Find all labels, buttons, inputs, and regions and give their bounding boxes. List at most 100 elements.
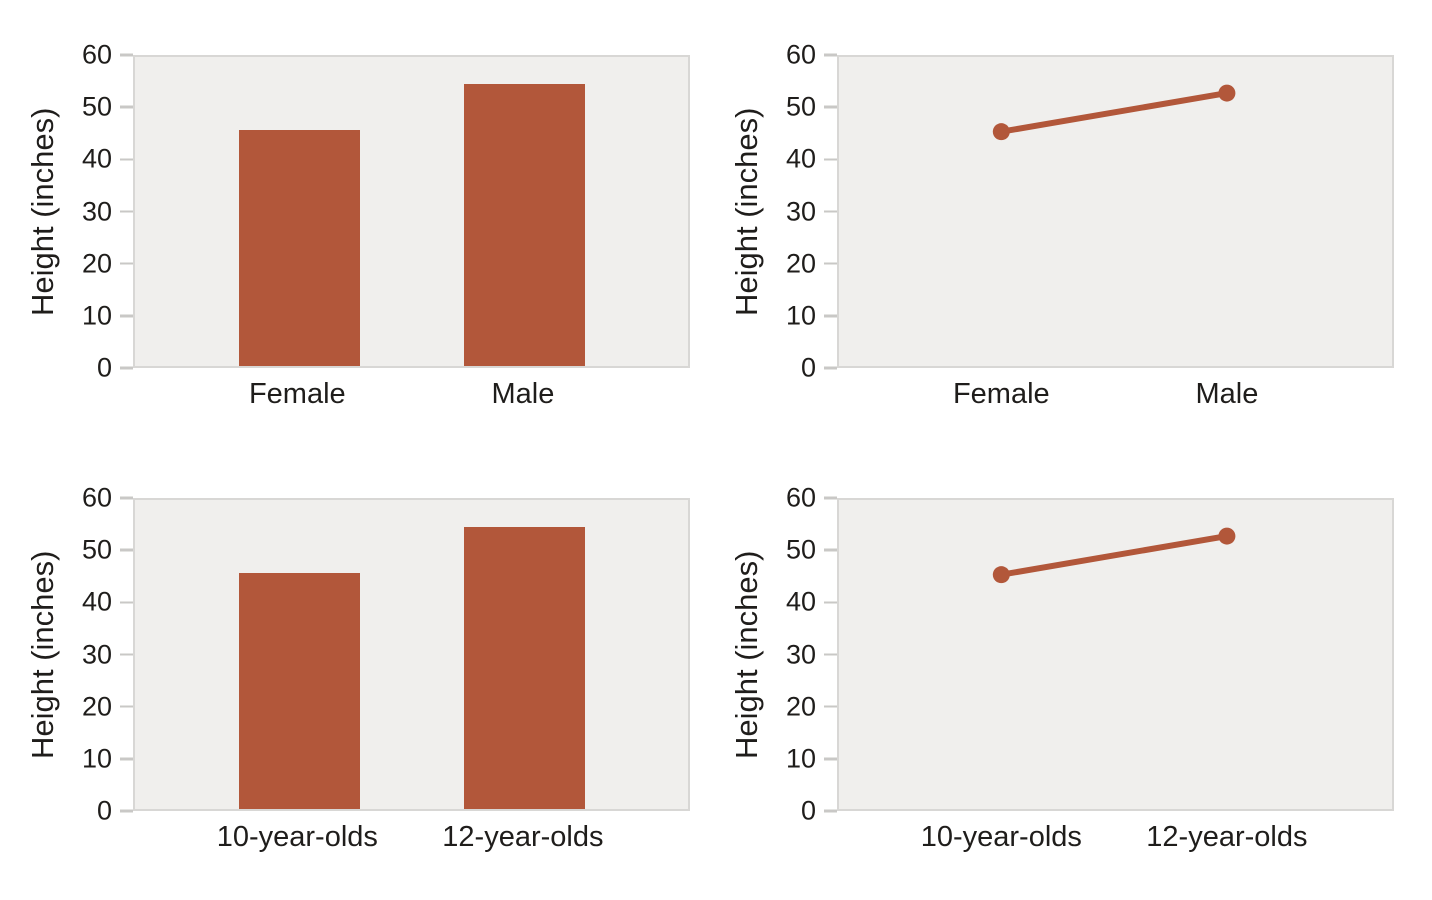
plot-area: [133, 498, 690, 811]
y-tick-mark: [120, 314, 133, 318]
y-tick: 50: [774, 91, 837, 122]
y-tick-mark: [120, 158, 133, 161]
y-tick-mark: [120, 548, 133, 552]
y-tick-label: 50: [785, 91, 816, 122]
bar-chart-age: Height (inches) 0 10 20 30 40 50 60 10-year-old…: [25, 484, 690, 853]
y-tick-label: 30: [81, 639, 112, 669]
y-tick-mark: [120, 262, 133, 265]
y-axis-title: Height (inches): [729, 550, 764, 759]
y-tick: 60: [774, 484, 837, 512]
plot-area: [133, 55, 690, 368]
y-tick: 20: [70, 250, 133, 277]
y-tick-label: 30: [785, 639, 816, 669]
y-axis-title: Height (inches): [729, 107, 764, 316]
y-tick: 50: [774, 534, 837, 565]
y-tick-label: 20: [785, 691, 816, 722]
bar-chart-gender: Height (inches) 0 10 20 30 40 50 60 Female Male: [25, 41, 690, 410]
y-tick: 0: [70, 352, 133, 383]
y-tick-label: 20: [81, 248, 112, 279]
y-tick: 20: [774, 250, 837, 277]
y-tick-mark: [120, 809, 133, 813]
y-tick-mark: [824, 653, 837, 656]
y-tick: 20: [70, 693, 133, 720]
y-tick-label: 10: [785, 743, 816, 774]
y-tick-label: 60: [785, 39, 816, 70]
y-tick-mark: [120, 705, 133, 708]
y-axis-title: Height (inches): [25, 550, 60, 759]
x-category-label: Male: [491, 378, 555, 410]
y-tick-label: 0: [96, 795, 112, 826]
data-point: [1218, 527, 1236, 545]
y-tick-mark: [824, 757, 837, 761]
bar: [238, 129, 360, 366]
y-axis-title: Height (inches): [25, 107, 60, 316]
y-tick: 0: [70, 795, 133, 826]
y-tick-mark: [824, 496, 837, 500]
y-tick-mark: [120, 210, 133, 213]
y-tick: 30: [774, 198, 837, 225]
y-tick-mark: [824, 262, 837, 265]
bar: [238, 572, 360, 809]
y-tick-mark: [824, 158, 837, 161]
line-chart-gender: Height (inches) 0 10 20 30 40 50 60 Female Male: [729, 41, 1394, 410]
y-tick-label: 50: [81, 91, 112, 122]
y-tick-label: 40: [81, 143, 112, 174]
y-tick-mark: [120, 105, 133, 109]
x-category-label: Female: [248, 378, 346, 410]
line-series: [992, 527, 1236, 584]
y-tick-label: 60: [81, 482, 112, 513]
y-tick-mark: [120, 757, 133, 761]
data-point: [1218, 84, 1236, 102]
y-tick: 10: [774, 302, 837, 329]
y-tick-label: 60: [81, 39, 112, 70]
y-tick: 50: [70, 91, 133, 122]
y-tick-label: 0: [800, 795, 816, 826]
y-tick-mark: [824, 601, 837, 604]
data-point: [992, 123, 1010, 141]
y-tick: 0: [774, 352, 837, 383]
x-category-label: Female: [952, 378, 1050, 410]
y-tick: 20: [774, 693, 837, 720]
y-tick-mark: [824, 105, 837, 109]
y-tick-label: 50: [785, 534, 816, 565]
y-tick-mark: [824, 809, 837, 813]
y-tick-label: 50: [81, 534, 112, 565]
y-tick-mark: [824, 210, 837, 213]
plot-area: [837, 498, 1394, 811]
y-tick-label: 0: [800, 352, 816, 383]
bar: [464, 84, 586, 366]
x-category-label: 10-year-olds: [216, 821, 378, 853]
y-tick-label: 40: [785, 586, 816, 617]
trend-line: [998, 533, 1230, 578]
y-tick-label: 10: [81, 743, 112, 774]
y-tick: 30: [70, 198, 133, 225]
y-tick: 40: [774, 145, 837, 173]
x-category-label: Male: [1195, 378, 1259, 410]
y-tick-mark: [120, 366, 133, 370]
y-tick-mark: [824, 366, 837, 370]
y-tick-mark: [120, 53, 133, 57]
bar: [464, 527, 586, 809]
line-chart-age: Height (inches) 0 10 20 30 40 50 60 10-year-old…: [729, 484, 1394, 853]
y-tick-label: 20: [785, 248, 816, 279]
y-tick: 30: [70, 641, 133, 668]
y-tick-label: 30: [785, 196, 816, 226]
x-category-label: 10-year-olds: [920, 821, 1082, 853]
y-tick-label: 20: [81, 691, 112, 722]
y-tick: 10: [70, 302, 133, 329]
y-tick-mark: [824, 705, 837, 708]
line-series: [992, 84, 1236, 141]
y-tick-mark: [824, 53, 837, 57]
y-tick: 60: [70, 482, 133, 513]
y-tick-label: 10: [81, 300, 112, 331]
y-tick: 30: [774, 641, 837, 668]
y-tick-label: 40: [81, 586, 112, 617]
y-tick-mark: [120, 653, 133, 656]
y-tick: 10: [70, 745, 133, 772]
y-tick: 40: [70, 586, 133, 617]
y-tick-label: 0: [96, 352, 112, 383]
y-tick: 0: [774, 795, 837, 826]
y-tick: 40: [774, 586, 837, 617]
x-category-label: 12-year-olds: [442, 821, 604, 853]
